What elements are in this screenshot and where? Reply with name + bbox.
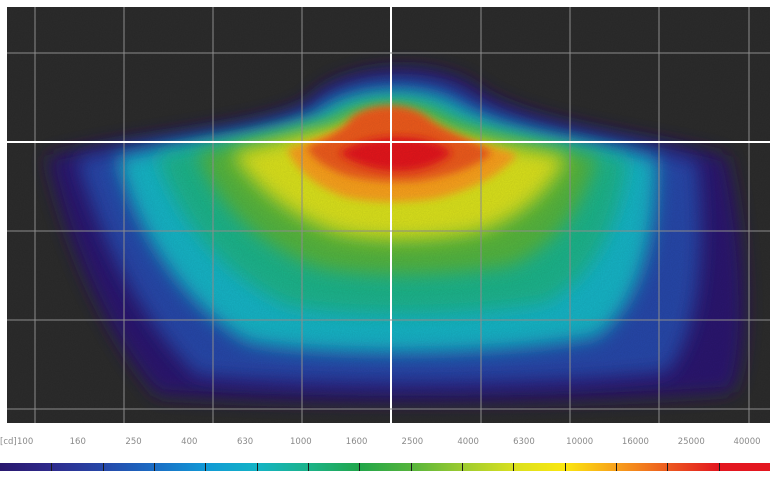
grid	[7, 7, 770, 423]
color-scale-segment	[513, 463, 566, 471]
scale-tick-label: 1600	[345, 437, 368, 447]
color-scale-tick	[564, 463, 566, 471]
scale-tick-label: 400	[181, 437, 198, 447]
scale-tick-label: 100	[17, 437, 34, 447]
color-scale-segment	[564, 463, 617, 471]
color-scale-tick	[718, 463, 720, 471]
scale-tick-label: 16000	[621, 437, 649, 447]
scale-tick-label: 250	[125, 437, 142, 447]
color-scale-segment	[308, 463, 360, 471]
scale-tick-label: 40000	[733, 437, 761, 447]
color-scale-tick	[359, 463, 361, 471]
scale-tick-label: 10000	[566, 437, 594, 447]
color-scale-tick	[410, 463, 412, 471]
color-scale-segment	[359, 463, 412, 471]
color-scale-tick	[102, 463, 104, 471]
color-scale-bar	[0, 463, 770, 471]
color-scale-segment	[256, 463, 309, 471]
scale-tick-label: 4000	[457, 437, 479, 447]
color-scale-tick	[308, 463, 309, 471]
unit-label: [cd]	[0, 437, 17, 447]
luminous-intensity-distribution	[7, 7, 770, 423]
color-scale-segment	[154, 463, 206, 471]
color-scale-segment	[51, 463, 104, 471]
scale-tick-label: 630	[236, 437, 254, 447]
color-scale-segment	[205, 463, 258, 471]
color-scale-segment	[462, 463, 514, 471]
color-scale-segment	[102, 463, 155, 471]
scale-tick-label: 6300	[513, 437, 535, 447]
scale-tick-label: 160	[69, 437, 86, 447]
color-scale-tick	[205, 463, 207, 471]
color-scale-tick	[256, 463, 258, 471]
color-scale-tick	[154, 463, 155, 471]
scale-tick-label: 25000	[677, 437, 705, 447]
color-scale-segment	[410, 463, 463, 471]
color-scale-labels: [cd] 100 160 250 400 630 1000 1600 2500 4000 6300…	[0, 437, 770, 451]
color-scale-tick	[667, 463, 669, 471]
scale-tick-label: 2500	[401, 437, 424, 447]
scale-tick-label: 1000	[290, 437, 312, 447]
color-scale-tick	[51, 463, 53, 471]
color-scale-segment	[718, 463, 770, 471]
sensor-noise-overlay	[7, 7, 770, 423]
color-scale-segment	[0, 463, 52, 471]
color-scale-segment	[616, 463, 668, 471]
color-scale-tick	[462, 463, 463, 471]
heatmap-plot-area	[7, 7, 770, 423]
color-scale-tick	[513, 463, 515, 471]
color-scale-segment	[667, 463, 720, 471]
color-scale-tick	[616, 463, 617, 471]
